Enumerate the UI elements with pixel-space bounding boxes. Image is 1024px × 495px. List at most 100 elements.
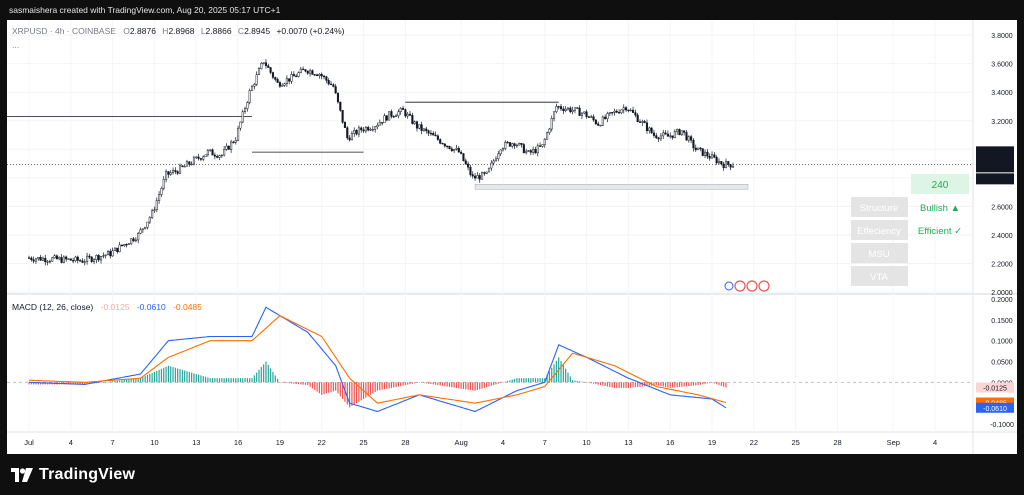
- macd-histogram-bar: [486, 382, 488, 388]
- candle-body: [717, 161, 721, 164]
- us-flag-icon[interactable]: [758, 280, 770, 292]
- macd-histogram-bar: [539, 378, 541, 383]
- macd-histogram-bar: [30, 382, 32, 385]
- candle-body: [376, 124, 379, 128]
- macd-histogram-bar: [37, 382, 39, 385]
- macd-histogram-bar: [40, 382, 42, 385]
- candle-body: [594, 119, 597, 125]
- candle-body: [165, 171, 168, 180]
- candle-body: [455, 148, 458, 150]
- legend-more[interactable]: ...: [12, 40, 19, 50]
- event-flag-icon[interactable]: [724, 281, 734, 291]
- time-axis[interactable]: Jul 4 7 10 13 16 19 22 25 28 Aug 4 7 10 13 16 19 22 25 28 Se…: [24, 438, 937, 447]
- candle-body: [127, 243, 130, 245]
- macd-histogram-bar: [565, 368, 567, 383]
- macd-histogram-bar: [160, 368, 163, 383]
- macd-histogram-bar: [239, 378, 242, 383]
- macd-histogram-bar: [72, 382, 74, 385]
- candle-body: [585, 111, 588, 118]
- macd-histogram-bar: [430, 382, 432, 385]
- macd-histogram-bar: [537, 378, 539, 383]
- macd-histogram-bar: [279, 382, 281, 383]
- macd-histogram-bar: [671, 382, 674, 388]
- candle-body: [62, 256, 65, 263]
- economic-events-icons[interactable]: [724, 280, 770, 292]
- macd-histogram-bar: [553, 364, 555, 383]
- symbol-legend[interactable]: XRPUSD · 4h · COINBASE O2.8876 H2.8968 L…: [12, 26, 345, 50]
- candle-body: [339, 101, 342, 111]
- candle-body: [518, 143, 521, 146]
- macd-histogram-bar: [379, 382, 381, 391]
- candle-body: [474, 175, 477, 179]
- candle-body: [587, 116, 590, 118]
- candle-body: [569, 107, 572, 112]
- candle-body: [334, 86, 337, 94]
- macd-histogram-bar: [534, 378, 537, 383]
- candle-body: [278, 82, 281, 87]
- indicator-panel: 240 Structure Bullish ▲ Effeciency Effic…: [851, 174, 969, 286]
- candle-body: [41, 257, 44, 261]
- tradingview-logo[interactable]: TradingView: [11, 464, 135, 486]
- macd-histogram-bar: [704, 382, 706, 384]
- macd-histogram-bar: [516, 378, 518, 383]
- time-tick-label: 28: [401, 438, 409, 447]
- candle-body: [680, 130, 683, 136]
- candle-body: [729, 164, 732, 168]
- candle-body: [134, 239, 137, 242]
- macd-legend[interactable]: MACD (12, 26, close) -0.0125 -0.0610 -0.…: [12, 302, 202, 312]
- candle-body: [148, 217, 151, 223]
- panel-row-structure-label-cell: [851, 197, 908, 217]
- candle-body: [260, 63, 263, 69]
- macd-histogram-bar: [225, 378, 228, 383]
- us-flag-icon[interactable]: [746, 280, 758, 292]
- candle-body: [230, 141, 233, 150]
- macd-histogram-bar: [702, 382, 704, 385]
- macd-histogram-bar: [369, 382, 372, 395]
- macd-histogram-bar: [360, 382, 362, 401]
- time-tick-label: 4: [933, 438, 937, 447]
- candle-body: [178, 165, 182, 174]
- macd-histogram-bar: [297, 382, 300, 385]
- macd-histogram-bar: [469, 382, 472, 390]
- macd-axis[interactable]: 0.20000.15000.10000.05000.0000-0.1000-0.…: [976, 297, 1014, 429]
- macd-title: MACD (12, 26, close): [12, 302, 93, 312]
- candle-body: [360, 127, 363, 131]
- macd-histogram-bar: [209, 378, 211, 383]
- macd-histogram-bar: [349, 382, 351, 408]
- us-flag-icon[interactable]: [734, 280, 746, 292]
- macd-histogram-bar: [502, 382, 504, 383]
- candle-body: [487, 167, 491, 173]
- tradingview-logo-text: TradingView: [39, 466, 136, 483]
- candle-body: [622, 107, 625, 111]
- candle-body: [652, 132, 655, 136]
- macd-histogram-bar: [446, 382, 448, 387]
- chart-area[interactable]: 3.80003.60003.40003.20003.00002.80002.60…: [7, 20, 1017, 454]
- candle-body: [327, 80, 330, 85]
- price-tick-label: 2.4000: [991, 233, 1013, 240]
- macd-histogram-bar: [293, 382, 295, 384]
- macd-histogram-bar: [427, 382, 430, 384]
- chart-canvas[interactable]: 3.80003.60003.40003.20003.00002.80002.60…: [7, 20, 1017, 454]
- macd-histogram-bar: [321, 382, 323, 395]
- macd-histogram-bar: [109, 381, 111, 383]
- candle-body: [37, 256, 40, 260]
- candle-body: [699, 147, 702, 150]
- macd-histogram-bar: [200, 375, 202, 383]
- candle-body: [592, 116, 595, 121]
- macd-histogram-bar: [214, 378, 216, 383]
- macd-histogram-bar: [432, 382, 434, 385]
- macd-histogram-bar: [453, 382, 455, 388]
- candle-body: [508, 142, 511, 147]
- macd-histogram-bar: [595, 382, 597, 385]
- candle-body: [446, 145, 449, 148]
- last-price-badge-lower: [976, 173, 1014, 185]
- macd-histogram-bar: [725, 382, 727, 388]
- macd-histogram-bar: [646, 382, 648, 387]
- macd-histogram-bar: [388, 382, 390, 389]
- candle-body: [497, 153, 500, 160]
- price-axis[interactable]: 3.80003.60003.40003.20003.00002.80002.60…: [976, 33, 1014, 297]
- macd-histogram-bar: [144, 376, 146, 383]
- macd-histogram-bar: [409, 382, 411, 385]
- candle-body: [627, 109, 630, 112]
